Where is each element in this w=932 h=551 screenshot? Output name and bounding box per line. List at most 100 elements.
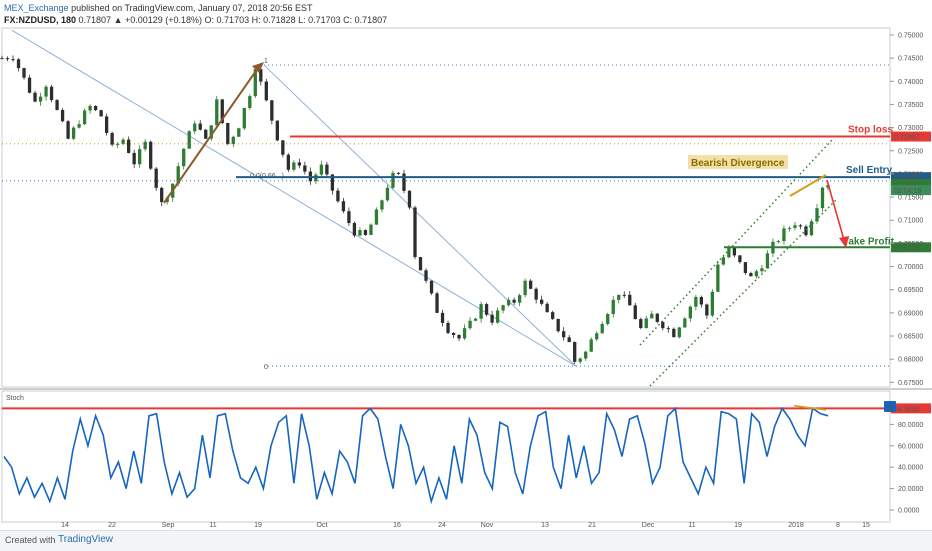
candle xyxy=(149,140,153,171)
candle xyxy=(143,139,147,152)
candle xyxy=(490,310,494,326)
candle xyxy=(688,305,692,322)
candle-body xyxy=(611,299,615,315)
candle xyxy=(264,78,268,102)
channel-upper-line xyxy=(639,139,833,346)
candle xyxy=(451,332,456,339)
price-tick-label: 0.68500 xyxy=(898,334,923,341)
candle-body xyxy=(523,280,527,296)
candle-body xyxy=(705,304,709,316)
candle-body xyxy=(666,328,670,330)
candle-body xyxy=(319,164,324,175)
candle xyxy=(677,326,681,339)
candle xyxy=(33,90,37,103)
candle xyxy=(413,205,417,260)
candle xyxy=(776,239,781,244)
candle xyxy=(319,160,324,177)
divergence-label: Bearish Divergence xyxy=(691,158,785,169)
candle xyxy=(699,295,703,308)
stop-loss-price-tag-bg xyxy=(891,131,931,142)
divergence-price-line xyxy=(789,174,827,197)
candle-body xyxy=(578,358,582,362)
candle xyxy=(683,317,687,328)
candle-body xyxy=(176,166,180,184)
candle-body xyxy=(215,99,219,126)
candle xyxy=(336,187,340,203)
candle xyxy=(248,94,252,110)
price-tick-label: 0.73500 xyxy=(898,102,923,109)
candle xyxy=(292,160,296,172)
candle-body xyxy=(88,105,92,111)
candle-body xyxy=(286,154,290,170)
candle-body xyxy=(820,187,825,209)
candle-body xyxy=(347,211,351,224)
candle xyxy=(286,153,290,173)
candle-body xyxy=(495,310,500,323)
time-tick-label: 8 xyxy=(836,522,840,529)
candle-body xyxy=(380,200,384,210)
candle-body xyxy=(253,69,257,97)
candlestick-series xyxy=(0,55,830,365)
time-tick-label: 21 xyxy=(588,522,596,529)
candle-body xyxy=(132,152,136,165)
candle-body xyxy=(440,312,445,323)
candle xyxy=(589,337,593,353)
tradingview-brand-link[interactable]: TradingView xyxy=(58,534,114,545)
candle xyxy=(341,197,346,214)
candle xyxy=(501,304,505,314)
time-tick-label: 16 xyxy=(393,522,401,529)
price-tick-label: 0.69000 xyxy=(898,310,923,317)
candle xyxy=(760,264,764,274)
stop-loss-label: Stop loss xyxy=(848,125,893,136)
candle xyxy=(204,129,208,139)
candle xyxy=(479,301,483,323)
time-tick-label: Dec xyxy=(642,522,655,529)
symbol-label[interactable]: FX:NZDUSD, 180 xyxy=(4,15,77,25)
candle-body xyxy=(804,226,808,236)
candle xyxy=(88,104,92,114)
candle xyxy=(55,98,59,111)
candle-body xyxy=(490,314,494,323)
candle xyxy=(710,289,715,318)
candle-body xyxy=(0,58,4,60)
candle xyxy=(633,302,637,320)
candle xyxy=(440,309,445,327)
candle-body xyxy=(55,100,59,110)
candle-body xyxy=(589,339,593,352)
candle-body xyxy=(628,294,632,306)
uptrend-arrow-line xyxy=(163,67,259,204)
candle xyxy=(622,291,626,298)
candle-body xyxy=(716,264,720,292)
candle-body xyxy=(749,272,753,277)
candle xyxy=(639,317,643,330)
candle xyxy=(215,95,219,126)
candle-body xyxy=(93,105,98,111)
candle xyxy=(242,107,246,130)
time-tick-label: 24 xyxy=(438,522,446,529)
candle xyxy=(820,186,825,213)
candle xyxy=(551,310,555,320)
candle xyxy=(275,120,279,142)
candle xyxy=(115,142,120,149)
candle-body xyxy=(231,136,235,144)
candle xyxy=(187,130,191,149)
candle-body xyxy=(765,253,770,269)
uptrend-arrow-head xyxy=(252,62,264,73)
candle xyxy=(787,226,792,232)
candle-body xyxy=(22,68,26,78)
candle-body xyxy=(699,297,703,305)
candle xyxy=(193,120,197,135)
candle-body xyxy=(325,164,329,175)
price-tick-label: 0.70000 xyxy=(898,264,923,271)
candle xyxy=(352,221,357,238)
divergence-label-bg xyxy=(688,155,788,169)
fib-diagonal-line xyxy=(263,64,577,367)
candle xyxy=(99,109,103,117)
candle-body xyxy=(402,173,406,191)
stoch-title: Stoch xyxy=(6,395,24,402)
candle-body xyxy=(259,69,263,82)
candle-body xyxy=(16,59,21,69)
candle xyxy=(22,67,26,80)
candle xyxy=(138,145,142,168)
author-link[interactable]: MEX_Exchange xyxy=(4,3,69,13)
